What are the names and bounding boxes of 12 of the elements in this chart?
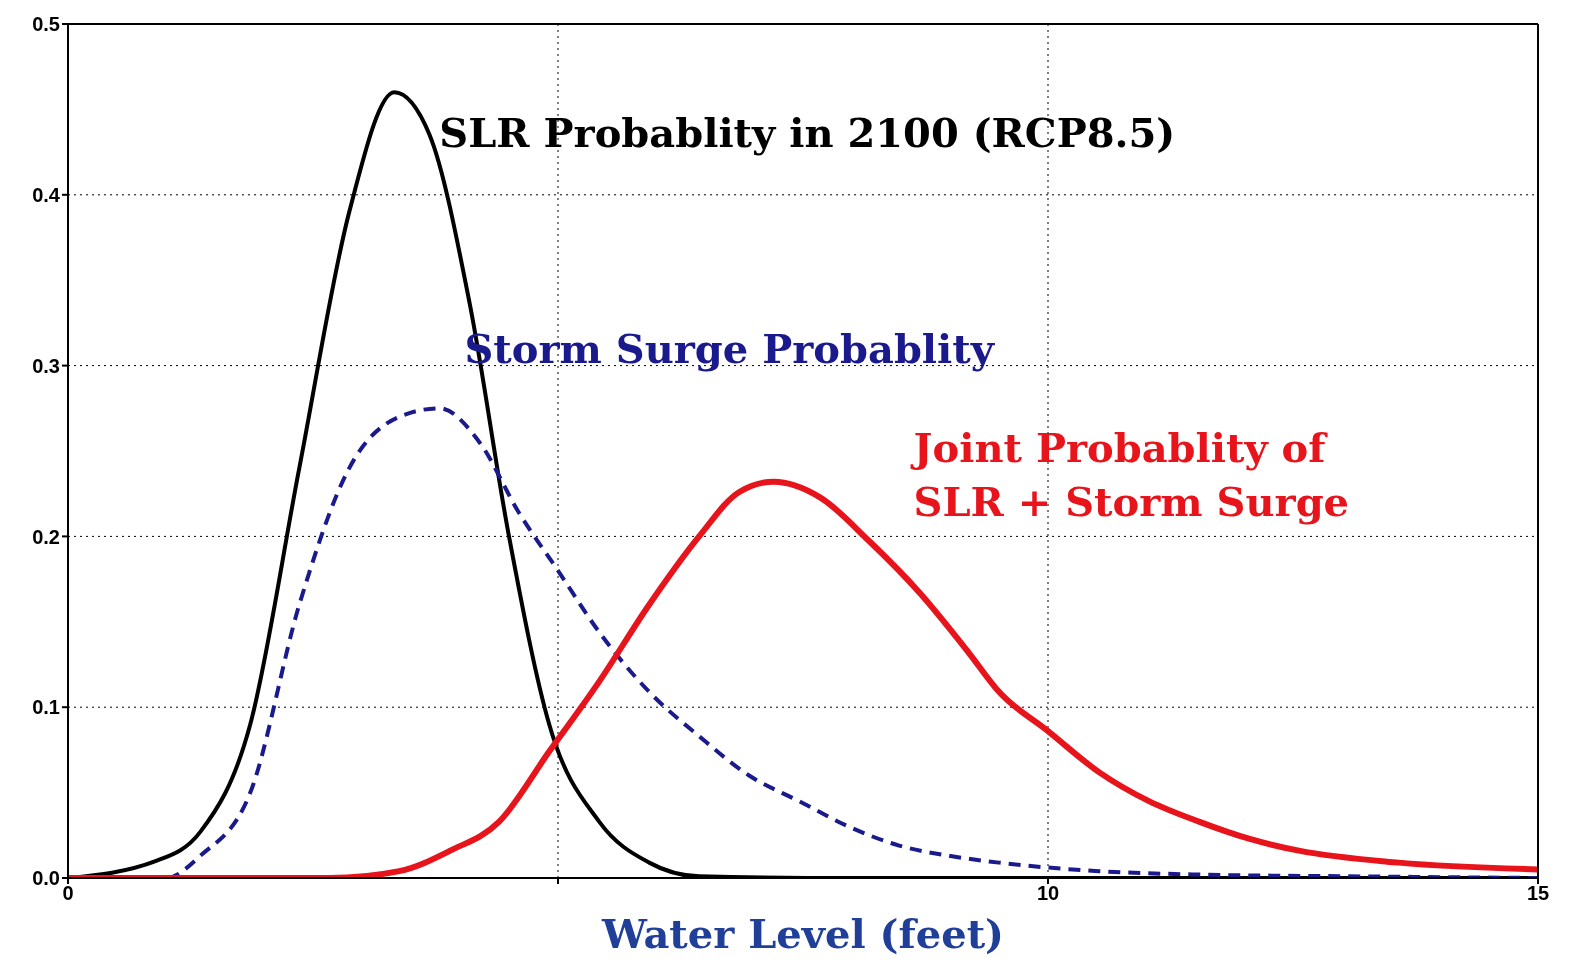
x-tick-label: 0 [62,882,74,905]
y-tick-label: 0.5 [32,13,60,36]
x-axis-title: Water Level (feet) [600,910,1005,957]
series-label: SLR Probablity in 2100 (RCP8.5) [439,109,1176,157]
x-tick-label: 15 [1526,882,1550,905]
series-label: Joint Probablity of SLR + Storm Surge [910,423,1350,525]
y-tick-label: 0.2 [32,525,60,548]
y-tick-label: 0.3 [32,354,60,377]
y-tick-label: 0.4 [32,183,61,206]
y-tick-label: 0.1 [32,696,60,719]
y-tick-label: 0.0 [32,867,60,890]
x-tick-label: 10 [1036,882,1060,905]
